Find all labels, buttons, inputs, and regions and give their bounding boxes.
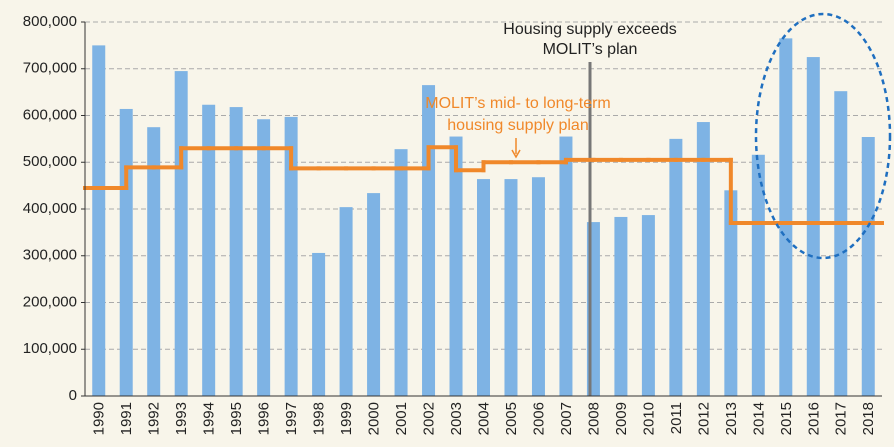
- annotation-text: MOLIT’s plan: [543, 41, 638, 58]
- x-tick-label: 2003: [448, 402, 465, 435]
- x-tick-label: 2013: [723, 402, 740, 435]
- x-tick-label: 1998: [311, 402, 328, 435]
- bar: [779, 38, 793, 397]
- x-tick-label: 2009: [613, 402, 630, 435]
- x-tick-label: 1994: [201, 402, 218, 435]
- x-tick-label: 2012: [695, 402, 712, 435]
- annotation-text: housing supply plan: [447, 117, 588, 134]
- x-tick-label: 1993: [173, 402, 190, 435]
- x-tick-label: 1991: [118, 402, 135, 435]
- x-tick-label: 1990: [91, 402, 108, 435]
- bar: [312, 252, 326, 396]
- bar: [202, 104, 216, 396]
- bar: [229, 107, 243, 397]
- x-tick-label: 2001: [393, 402, 410, 435]
- x-tick-label: 2000: [366, 402, 383, 435]
- bar: [696, 122, 710, 397]
- bar: [559, 136, 573, 396]
- x-tick-label: 2011: [668, 402, 685, 434]
- y-tick-label: 600,000: [23, 106, 77, 123]
- bar: [751, 154, 765, 396]
- x-tick-label: 2018: [860, 402, 877, 435]
- grid: [85, 21, 882, 350]
- annotation-arrowhead: [511, 149, 521, 159]
- x-tick-label: 2006: [530, 402, 547, 435]
- bar: [477, 179, 490, 396]
- highlight-ellipse: [754, 12, 892, 260]
- bar: [257, 119, 271, 397]
- y-tick-label: 100,000: [23, 340, 77, 357]
- bar: [394, 149, 408, 396]
- x-tick-label: 1995: [228, 402, 245, 435]
- x-tick-label: 1999: [338, 402, 355, 435]
- bar: [669, 138, 683, 396]
- y-tick-label: 800,000: [23, 13, 77, 30]
- y-tick-label: 400,000: [23, 200, 77, 217]
- bar: [92, 45, 106, 396]
- x-tick-label: 2007: [558, 402, 575, 435]
- x-tick-label: 2004: [475, 402, 492, 435]
- bar: [724, 190, 738, 396]
- y-tick-label: 700,000: [23, 60, 77, 77]
- x-tick-label: 2015: [778, 402, 795, 435]
- x-tick-label: 2017: [833, 402, 850, 435]
- bar: [806, 57, 820, 396]
- y-tick-label: 500,000: [23, 153, 77, 170]
- bar: [504, 179, 518, 396]
- bar: [834, 91, 848, 396]
- bar: [449, 136, 463, 396]
- bar: [531, 177, 545, 396]
- y-tick-label: 300,000: [23, 247, 77, 264]
- bar: [641, 215, 655, 396]
- x-tick-label: 2016: [805, 402, 822, 435]
- x-tick-label: 1992: [146, 402, 163, 435]
- annotation-text: Housing supply exceeds: [503, 21, 676, 38]
- x-tick-label: 1997: [283, 402, 300, 435]
- x-tick-label: 2002: [421, 402, 438, 435]
- x-tick-label: 1996: [256, 402, 273, 435]
- y-tick-label: 0: [69, 387, 77, 404]
- x-tick-label: 2008: [585, 402, 602, 435]
- bar: [339, 207, 353, 396]
- bar: [174, 71, 188, 397]
- bar: [614, 216, 628, 396]
- bar: [422, 85, 436, 397]
- bar: [147, 127, 161, 396]
- bar: [119, 108, 133, 396]
- x-tick-label: 2005: [503, 402, 520, 435]
- annotation-text: MOLIT’s mid- to long-term: [425, 95, 611, 112]
- bar: [367, 193, 381, 396]
- x-tick-label: 2014: [750, 402, 767, 435]
- plan-line: [83, 145, 884, 226]
- bar: [861, 137, 875, 396]
- x-tick-label: 2010: [640, 402, 657, 435]
- bar: [284, 116, 298, 396]
- y-tick-label: 200,000: [23, 293, 77, 310]
